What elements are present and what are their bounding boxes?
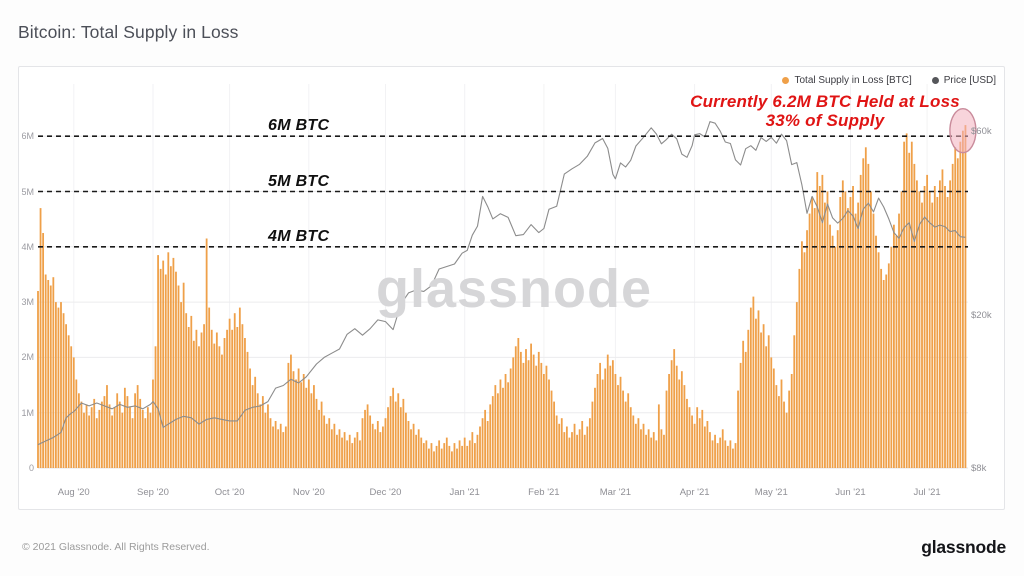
y-left-tick-4M: 4M: [21, 241, 34, 252]
annotation-line2: 33% of Supply: [765, 111, 885, 130]
reference-label-6m-btc: 6M BTC: [268, 117, 330, 135]
legend-label-price: Price [USD]: [943, 75, 996, 86]
y-left-tick-2M: 2M: [21, 352, 34, 363]
legend-item-supply-in-loss[interactable]: Total Supply in Loss [BTC]: [782, 75, 912, 86]
legend-label-supply: Total Supply in Loss [BTC]: [794, 75, 912, 86]
y-right-tick-$60k: $60k: [971, 126, 992, 138]
annotation-line1: Currently 6.2M BTC Held at Loss: [690, 92, 960, 111]
x-tick-Feb21: Feb '21: [528, 487, 560, 498]
footer-copyright: © 2021 Glassnode. All Rights Reserved.: [22, 541, 210, 553]
x-tick-Mar21: Mar '21: [599, 487, 632, 498]
reference-label-4m-btc: 4M BTC: [268, 227, 330, 245]
y-left-tick-0: 0: [28, 463, 34, 473]
x-tick-May21: May '21: [754, 487, 788, 498]
red-annotation: Currently 6.2M BTC Held at Loss 33% of S…: [655, 92, 995, 130]
y-left-tick-6M: 6M: [21, 131, 34, 142]
x-tick-Oct20: Oct '20: [214, 487, 245, 498]
supply-series-dot-icon: [782, 77, 790, 84]
price-series-dot-icon: [931, 77, 939, 84]
x-tick-Dec20: Dec '20: [369, 487, 402, 498]
glassnode-logo: glassnode: [921, 537, 1006, 557]
glassnode-watermark: glassnode: [375, 259, 653, 319]
y-left-tick-5M: 5M: [21, 186, 34, 197]
x-tick-Sep20: Sep '20: [137, 487, 169, 498]
reference-label-5m-btc: 5M BTC: [268, 172, 330, 190]
x-tick-Nov20: Nov '20: [292, 487, 325, 498]
legend-item-price[interactable]: Price [USD]: [931, 75, 996, 86]
chart-legend: Total Supply in Loss [BTC] Price [USD]: [782, 75, 996, 86]
x-tick-Apr21: Apr '21: [679, 487, 710, 498]
y-right-tick-$20k: $20k: [971, 309, 992, 321]
x-tick-Jan21: Jan '21: [449, 487, 480, 498]
y-left-tick-3M: 3M: [21, 297, 34, 308]
x-tick-Aug20: Aug '20: [57, 487, 90, 498]
page-title: Bitcoin: Total Supply in Loss: [18, 22, 239, 42]
x-tick-Jul21: Jul '21: [913, 487, 941, 498]
y-left-tick-1M: 1M: [21, 407, 34, 418]
y-right-tick-$8k: $8k: [971, 463, 987, 474]
x-tick-Jun21: Jun '21: [835, 487, 866, 498]
